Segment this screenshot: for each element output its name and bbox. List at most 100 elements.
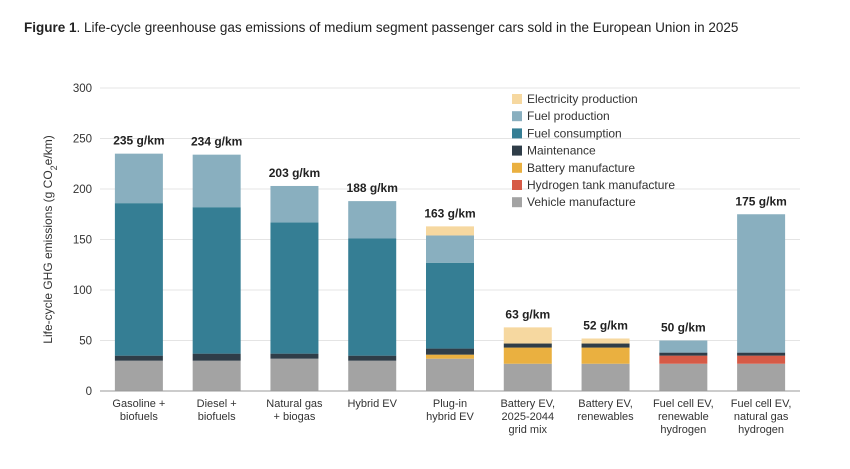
y-tick-label: 150 (73, 235, 92, 247)
bar-segment (192, 353, 241, 361)
bar-segment (348, 201, 397, 239)
legend-label: Hydrogen tank manufacture (527, 178, 675, 192)
bar-segment (581, 343, 630, 348)
bar-segment (659, 352, 708, 356)
x-category-label: Plug-in hybrid EV (426, 398, 474, 423)
bar-segment (114, 153, 163, 204)
bar-total-label: 188 g/km (347, 181, 398, 195)
legend-item: Fuel consumption (512, 126, 622, 140)
bar-segment (270, 358, 319, 391)
bar-total-label: 50 g/km (661, 321, 706, 335)
bar-segment (192, 154, 241, 208)
bar-stack (114, 153, 163, 391)
bar-totals: 235 g/km 234 g/km 203 g/km 188 g/km 163 g/km… (113, 134, 787, 335)
y-tick-label: 200 (73, 184, 92, 196)
bar-segment (426, 348, 474, 355)
bar-segment (426, 226, 474, 236)
bar-total-label: 52 g/km (583, 318, 628, 332)
bar-segment (270, 222, 319, 354)
x-category-label: Natural gas + biogas (266, 398, 323, 423)
bar-stack (659, 340, 708, 391)
x-category-label: Battery EV, 2025-2044 grid mix (500, 398, 555, 436)
x-category-label: Fuel cell EV, renewable hydrogen (653, 398, 714, 436)
bar-segment (114, 355, 163, 361)
bar-segment (581, 363, 630, 391)
bar-stack (581, 338, 630, 391)
bar-segment (426, 358, 474, 391)
y-tick-label: 50 (79, 336, 92, 348)
legend-swatch (512, 128, 522, 139)
bar-segment (659, 355, 708, 364)
bar-segment (348, 238, 397, 356)
bar-segment (114, 360, 163, 391)
legend-swatch (512, 180, 522, 190)
legend-label: Fuel production (527, 109, 610, 123)
bar-segment (503, 327, 552, 344)
legend-swatch (512, 145, 522, 156)
bar-segment (737, 363, 786, 391)
bar-total-label: 203 g/km (269, 166, 320, 180)
bar-total-label: 175 g/km (735, 194, 786, 208)
x-category-label: Gasoline + biofuels (112, 398, 165, 423)
legend-item: Battery manufacture (512, 161, 635, 175)
bar-segment (348, 355, 397, 361)
bar-segment (659, 363, 708, 391)
y-tick-label: 100 (73, 285, 92, 297)
bar-segment (581, 347, 630, 364)
bar-segment (192, 360, 241, 391)
bar-segment (737, 355, 786, 364)
bar-segment (270, 353, 319, 359)
x-category-label: Diesel + biofuels (197, 398, 237, 423)
bar-total-label: 163 g/km (424, 206, 475, 220)
legend-label: Maintenance (527, 144, 596, 158)
figure-label: Figure 1 (24, 20, 77, 35)
x-category-label: Fuel cell EV, natural gas hydrogen (731, 398, 792, 436)
x-category-label: Battery EV, renewables (577, 398, 634, 423)
legend-label: Electricity production (527, 92, 638, 106)
legend-swatch (512, 197, 522, 208)
bar-stack (503, 327, 552, 391)
legend-item: Hydrogen tank manufacture (512, 178, 675, 192)
bar-total-label: 234 g/km (191, 135, 242, 149)
y-tick-label: 300 (73, 83, 92, 95)
legend-label: Battery manufacture (527, 161, 635, 175)
y-axis: 0 50 100 150 200 250 300 Life-cycle GHG emissio… (41, 83, 92, 398)
bar-segment (581, 338, 630, 344)
bar-segment (503, 347, 552, 364)
bar-total-label: 235 g/km (113, 134, 164, 148)
legend-swatch (512, 94, 522, 104)
legend: Electricity production Fuel production Fue… (512, 92, 675, 209)
bar-stack (192, 154, 241, 391)
legend-item: Fuel production (512, 109, 610, 123)
x-axis: Gasoline + biofuels Diesel + biofuels Natura… (100, 390, 800, 436)
figure-title: Figure 1. Life-cycle greenhouse gas emis… (24, 20, 738, 35)
figure-title-text: . Life-cycle greenhouse gas emissions of… (76, 20, 739, 35)
legend-label: Fuel consumption (527, 126, 622, 140)
y-tick-label: 250 (73, 134, 92, 146)
bar-segment (192, 207, 241, 354)
legend-label: Vehicle manufacture (527, 195, 636, 209)
bar-stack (348, 201, 397, 391)
bar-segment (503, 363, 552, 391)
bar-segment (503, 343, 552, 348)
bar-stack (270, 185, 319, 391)
y-tick-label: 0 (86, 386, 92, 398)
bar-segment (426, 235, 474, 263)
legend-item: Electricity production (512, 92, 638, 106)
bar-segment (426, 354, 474, 359)
bar-segment (114, 203, 163, 356)
bar-stack (426, 226, 474, 391)
legend-item: Vehicle manufacture (512, 195, 636, 209)
x-category-label: Hybrid EV (347, 398, 397, 410)
bar-segment (348, 360, 397, 391)
y-axis-label: Life-cycle GHG emissions (g CO2e/km) (41, 135, 59, 343)
legend-swatch (512, 162, 522, 173)
bars (114, 153, 786, 391)
bar-stack (737, 214, 786, 391)
bar-segment (659, 340, 708, 353)
bar-total-label: 63 g/km (505, 307, 550, 321)
bar-segment (270, 185, 319, 223)
bar-segment (737, 352, 786, 356)
legend-swatch (512, 111, 522, 122)
